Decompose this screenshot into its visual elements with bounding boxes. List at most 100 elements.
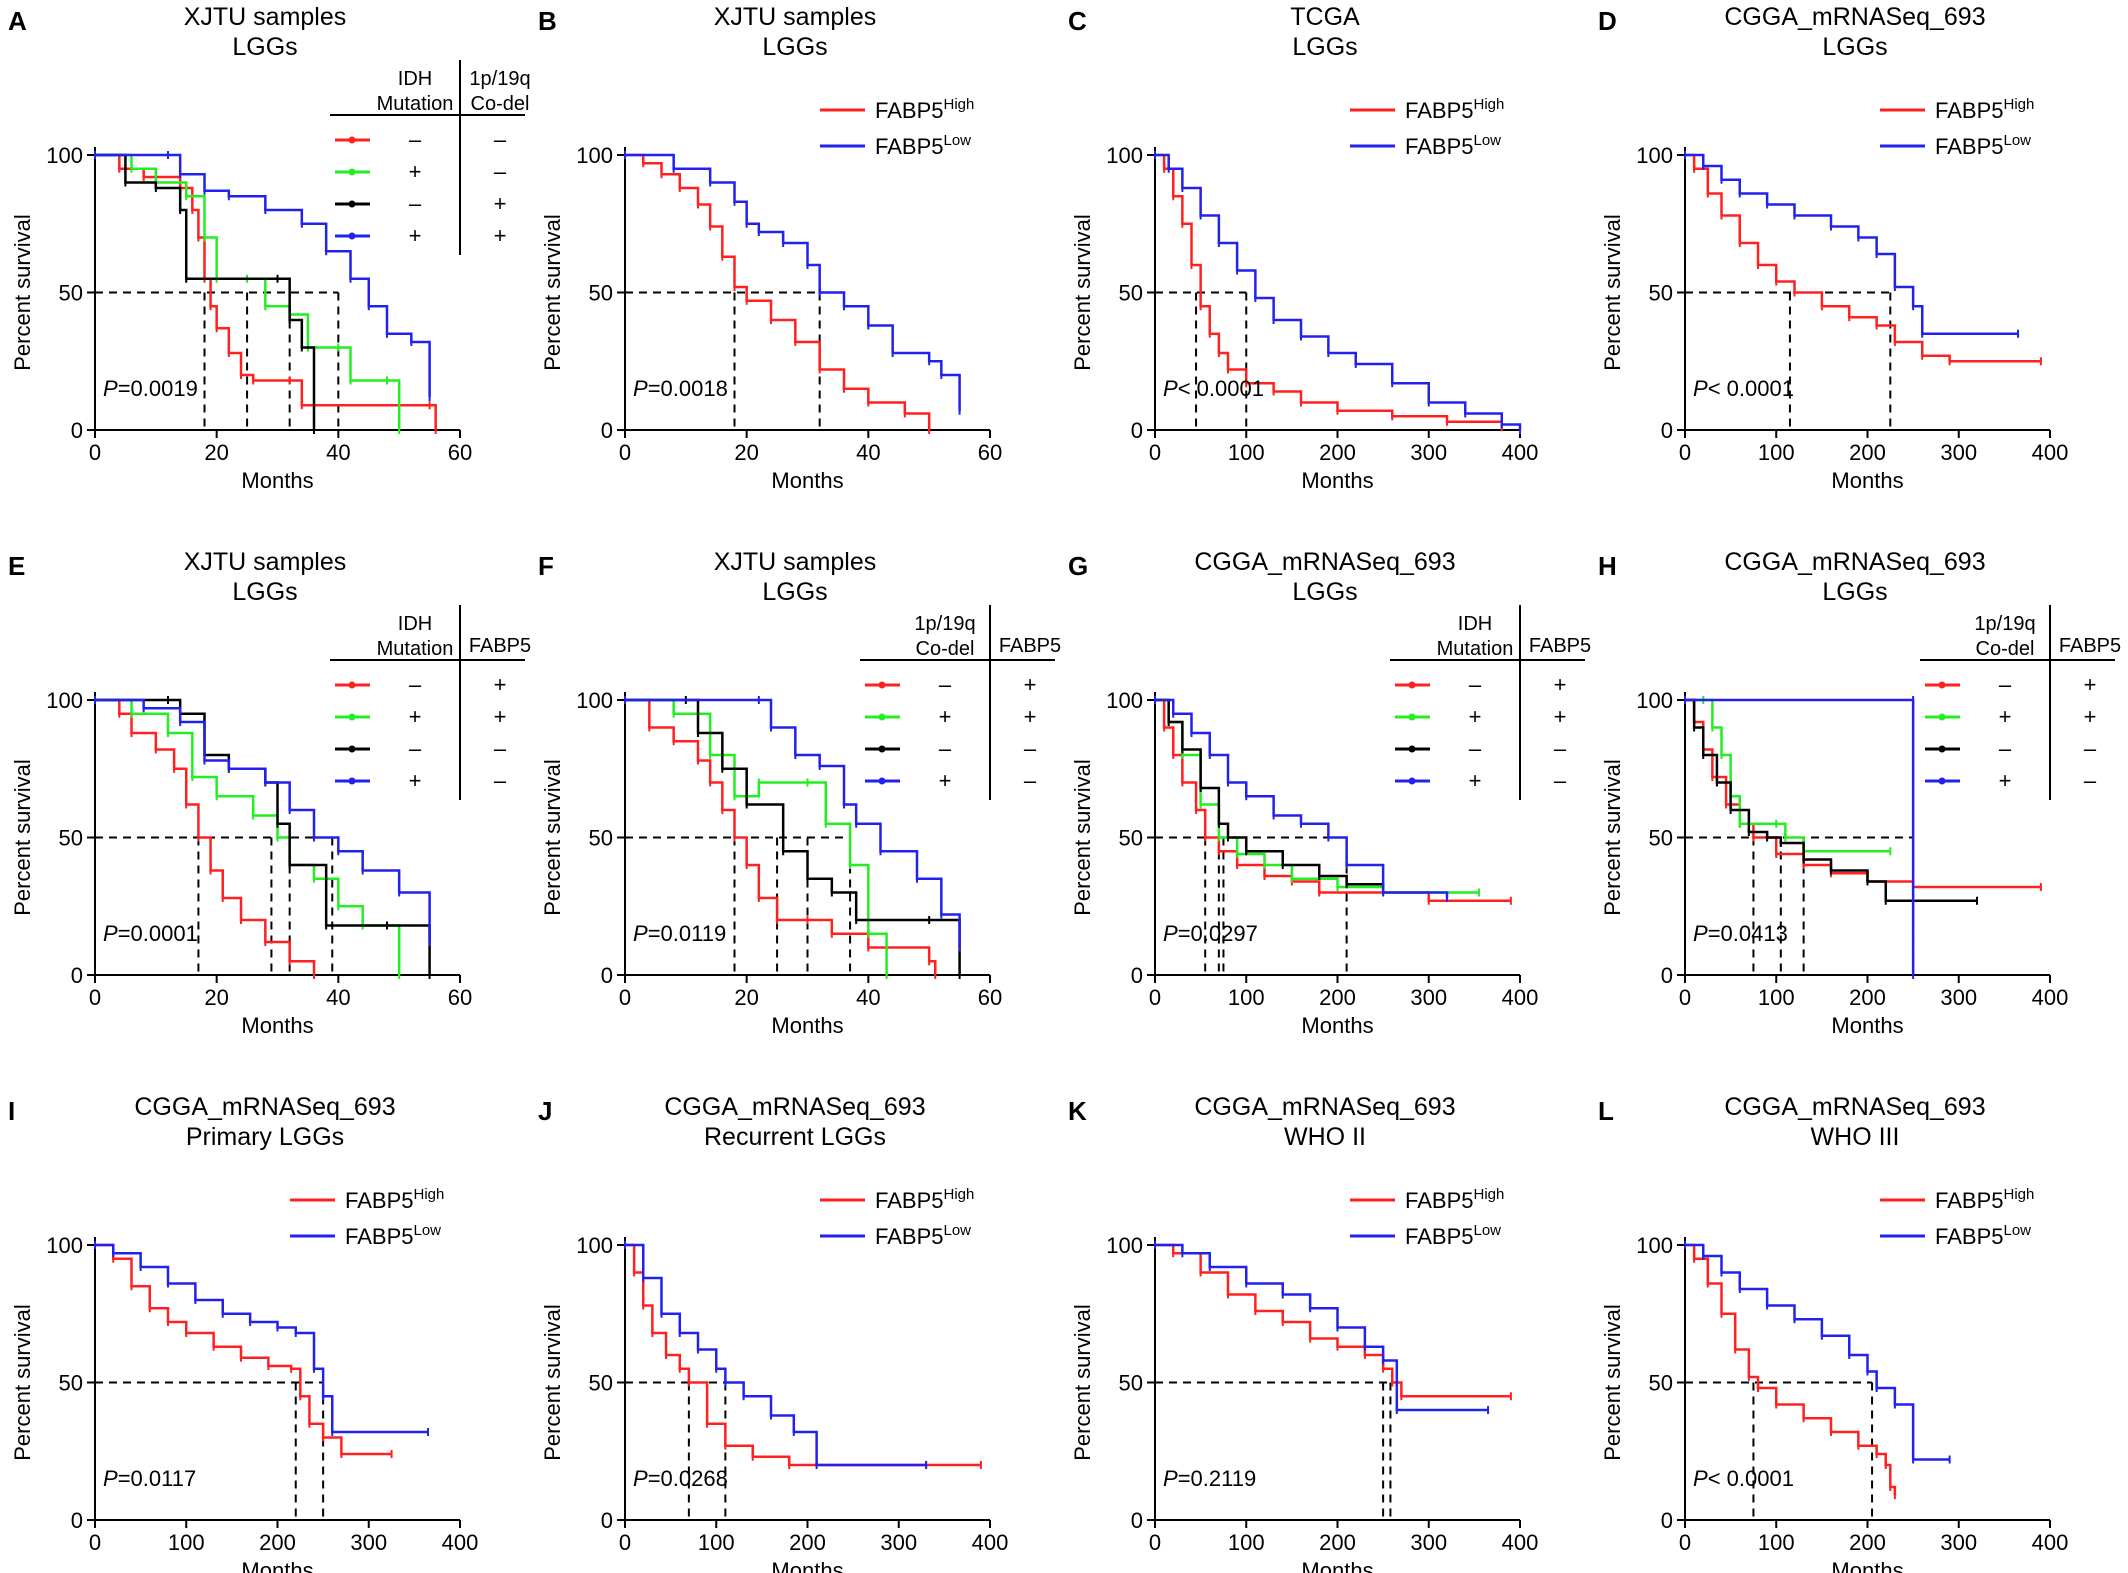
chart-title: CGGA_mRNASeq_693 bbox=[1194, 548, 1455, 576]
legend-cell: + bbox=[2084, 704, 2097, 729]
p-value-text: =0.0268 bbox=[648, 1466, 728, 1491]
series-line-red bbox=[1155, 698, 1511, 902]
p-value-text: =0.0018 bbox=[648, 376, 728, 401]
x-axis-label: Months bbox=[771, 1013, 843, 1038]
x-tick-label: 400 bbox=[2032, 1530, 2069, 1555]
series-line-blue bbox=[625, 1243, 927, 1467]
legend-superscript: Low bbox=[943, 132, 971, 149]
legend-marker bbox=[348, 745, 356, 753]
y-tick-label: 50 bbox=[1649, 1371, 1673, 1396]
x-tick-label: 0 bbox=[1679, 440, 1691, 465]
legend-header: FABP5 bbox=[2059, 635, 2121, 657]
x-tick-label: 0 bbox=[619, 1530, 631, 1555]
y-tick-label: 100 bbox=[1106, 688, 1143, 713]
chart-subtitle: LGGs bbox=[232, 33, 297, 61]
series-line-green bbox=[1155, 698, 1479, 894]
p-value-text: =0.0019 bbox=[118, 376, 198, 401]
x-tick-label: 40 bbox=[326, 985, 350, 1010]
panel-letter: C bbox=[1068, 6, 1087, 36]
y-axis-label: Percent survival bbox=[1600, 214, 1625, 371]
legend-header: Co-del bbox=[1976, 638, 2035, 660]
p-symbol: P bbox=[1693, 376, 1708, 401]
legend-entry: FABP5High bbox=[345, 1186, 444, 1213]
x-tick-label: 400 bbox=[1502, 1530, 1539, 1555]
legend-label: FABP5 bbox=[875, 1188, 943, 1213]
chart-title: CGGA_mRNASeq_693 bbox=[1724, 3, 1985, 31]
x-tick-label: 400 bbox=[1502, 440, 1539, 465]
chart-subtitle: LGGs bbox=[1292, 33, 1357, 61]
y-tick-label: 100 bbox=[1106, 1233, 1143, 1258]
y-tick-label: 100 bbox=[1106, 143, 1143, 168]
y-tick-label: 0 bbox=[601, 1508, 613, 1533]
panel-letter: I bbox=[8, 1096, 15, 1126]
legend-superscript: High bbox=[2003, 1186, 2034, 1203]
p-value: P=0.0413 bbox=[1693, 921, 1788, 946]
legend-cell: – bbox=[1554, 736, 1567, 761]
legend-entry: FABP5High bbox=[1935, 1186, 2034, 1213]
series-line-blue bbox=[625, 153, 961, 411]
legend-cell: – bbox=[1024, 736, 1037, 761]
legend-superscript: High bbox=[943, 1186, 974, 1203]
y-tick-label: 50 bbox=[1119, 1371, 1143, 1396]
series-line-blue bbox=[95, 1243, 429, 1434]
chart-subtitle: LGGs bbox=[1822, 33, 1887, 61]
p-value-text: =0.0413 bbox=[1708, 921, 1788, 946]
chart-title: XJTU samples bbox=[714, 3, 877, 31]
x-axis-label: Months bbox=[241, 1558, 313, 1573]
legend-superscript: Low bbox=[943, 1222, 971, 1239]
legend-superscript: High bbox=[943, 96, 974, 113]
legend-header: FABP5 bbox=[999, 635, 1061, 657]
series-line-blue bbox=[1155, 1243, 1489, 1412]
legend-entry: FABP5Low bbox=[1935, 1222, 2031, 1249]
x-tick-label: 300 bbox=[1410, 985, 1447, 1010]
legend-cell: + bbox=[409, 768, 422, 793]
y-axis-label: Percent survival bbox=[1600, 759, 1625, 916]
y-tick-label: 50 bbox=[1119, 826, 1143, 851]
chart-title: CGGA_mRNASeq_693 bbox=[1724, 1093, 1985, 1121]
series-line-red bbox=[1685, 698, 2041, 889]
legend-label: FABP5 bbox=[1405, 134, 1473, 159]
x-tick-label: 400 bbox=[972, 1530, 1009, 1555]
x-tick-label: 300 bbox=[1410, 440, 1447, 465]
x-tick-label: 100 bbox=[698, 1530, 735, 1555]
legend-marker bbox=[1938, 745, 1946, 753]
legend-superscript: Low bbox=[2003, 1222, 2031, 1239]
series-line-red bbox=[625, 153, 931, 430]
x-tick-label: 20 bbox=[734, 985, 758, 1010]
legend-cell: – bbox=[494, 159, 507, 184]
legend-cell: + bbox=[1999, 768, 2012, 793]
y-tick-label: 0 bbox=[71, 1508, 83, 1533]
legend-cell: + bbox=[1999, 704, 2012, 729]
x-tick-label: 60 bbox=[448, 440, 472, 465]
legend-entry: FABP5High bbox=[1405, 1186, 1504, 1213]
legend-cell: + bbox=[494, 672, 507, 697]
y-tick-label: 0 bbox=[1661, 418, 1673, 443]
legend-header: 1p/19q bbox=[914, 613, 975, 635]
x-tick-label: 200 bbox=[1849, 985, 1886, 1010]
legend-entry: FABP5Low bbox=[875, 132, 971, 159]
legend-header: Co-del bbox=[916, 638, 975, 660]
legend-marker bbox=[878, 745, 886, 753]
p-symbol: P bbox=[103, 1466, 118, 1491]
p-value-text: =0.0119 bbox=[648, 921, 727, 946]
legend-header: Co-del bbox=[471, 93, 530, 115]
legend-cell: + bbox=[939, 768, 952, 793]
x-tick-label: 0 bbox=[1149, 985, 1161, 1010]
chart-subtitle: LGGs bbox=[1822, 578, 1887, 606]
y-tick-label: 50 bbox=[589, 1371, 613, 1396]
x-tick-label: 300 bbox=[1410, 1530, 1447, 1555]
x-tick-label: 20 bbox=[204, 985, 228, 1010]
legend-cell: + bbox=[1469, 768, 1482, 793]
series-line-blue bbox=[625, 698, 961, 948]
series-line-red bbox=[625, 1243, 981, 1467]
legend-label: FABP5 bbox=[1935, 134, 2003, 159]
p-value-text: =0.0297 bbox=[1178, 921, 1258, 946]
p-value: P=0.2119 bbox=[1163, 1466, 1256, 1491]
p-value-text: < 0.0001 bbox=[1708, 1466, 1794, 1491]
legend-header: 1p/19q bbox=[1974, 613, 2035, 635]
p-value-text: < 0.0001 bbox=[1178, 376, 1264, 401]
